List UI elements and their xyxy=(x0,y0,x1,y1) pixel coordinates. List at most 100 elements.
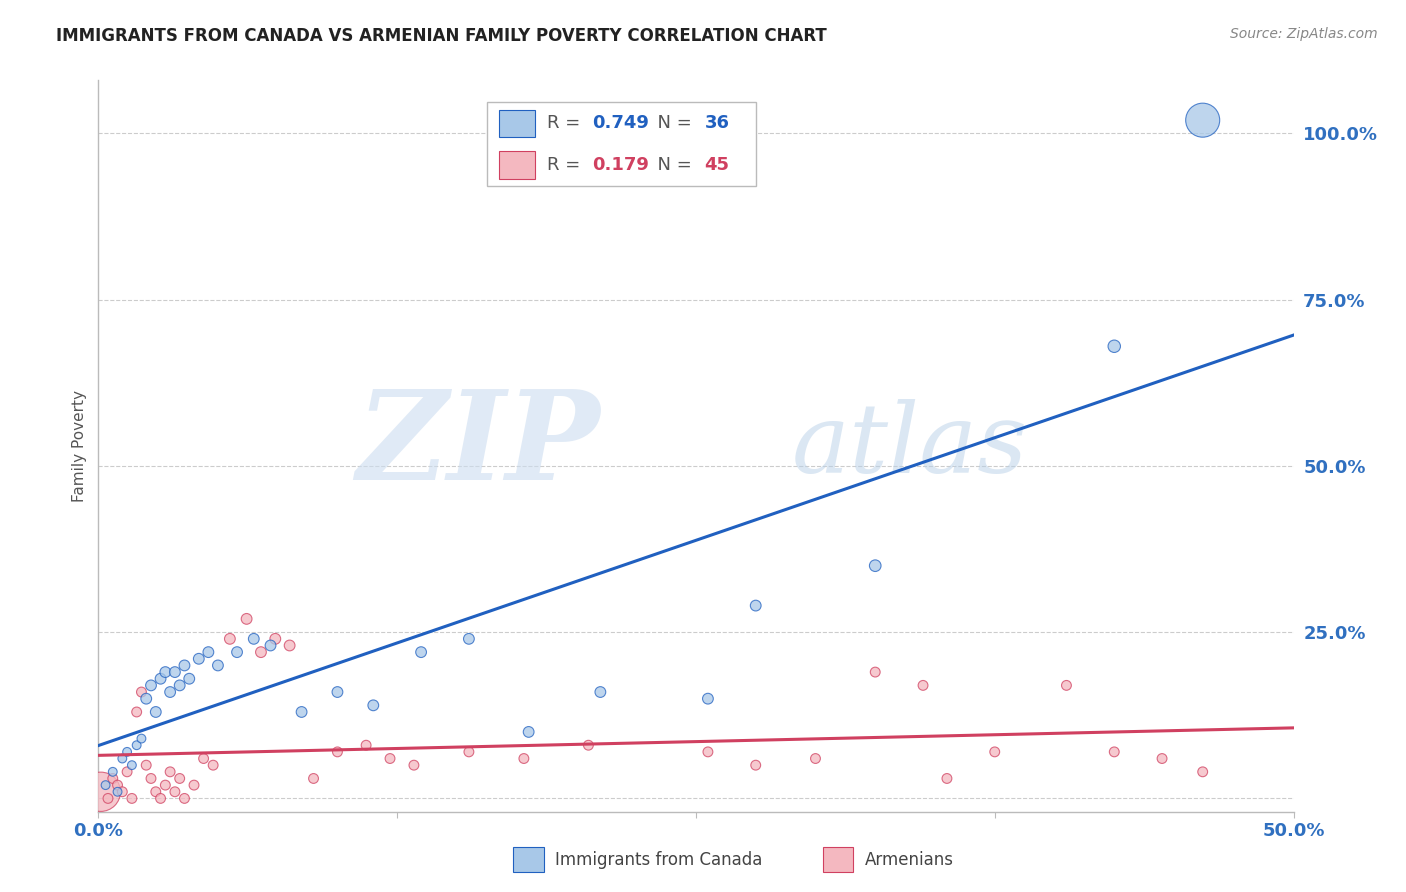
Point xyxy=(354,738,377,752)
Point xyxy=(135,758,157,772)
Point xyxy=(173,658,195,673)
Text: N =: N = xyxy=(645,156,697,174)
Text: R =: R = xyxy=(547,156,585,174)
Point xyxy=(411,645,433,659)
Point xyxy=(115,745,138,759)
Point xyxy=(131,731,153,746)
FancyBboxPatch shape xyxy=(823,847,853,872)
Point xyxy=(107,785,129,799)
Text: atlas: atlas xyxy=(792,399,1028,493)
Point xyxy=(326,745,349,759)
Point xyxy=(193,751,215,765)
Point xyxy=(90,785,112,799)
Point xyxy=(179,672,201,686)
Point xyxy=(458,745,481,759)
Point xyxy=(984,745,1007,759)
Point xyxy=(187,652,209,666)
Point xyxy=(94,778,117,792)
Point xyxy=(173,791,195,805)
Y-axis label: Family Poverty: Family Poverty xyxy=(72,390,87,502)
Point xyxy=(169,678,191,692)
FancyBboxPatch shape xyxy=(499,152,534,179)
Point xyxy=(235,612,257,626)
FancyBboxPatch shape xyxy=(486,103,756,186)
Point xyxy=(121,791,143,805)
Point xyxy=(1104,339,1126,353)
Point xyxy=(125,705,148,719)
Point xyxy=(1191,764,1213,779)
Point xyxy=(115,764,138,779)
Point xyxy=(139,678,162,692)
Point xyxy=(936,772,959,786)
Point xyxy=(159,764,181,779)
Point xyxy=(101,772,124,786)
Text: Armenians: Armenians xyxy=(865,851,953,869)
Point xyxy=(278,639,301,653)
Point xyxy=(402,758,425,772)
Point xyxy=(578,738,600,752)
Point xyxy=(163,665,186,679)
Point xyxy=(111,785,134,799)
Point xyxy=(911,678,934,692)
Point xyxy=(243,632,266,646)
Point xyxy=(149,791,172,805)
Point xyxy=(169,772,191,786)
Point xyxy=(513,751,536,765)
Point xyxy=(302,772,325,786)
Point xyxy=(697,745,720,759)
Point xyxy=(589,685,612,699)
Point xyxy=(363,698,385,713)
Point xyxy=(219,632,242,646)
Text: Immigrants from Canada: Immigrants from Canada xyxy=(555,851,762,869)
Point xyxy=(183,778,205,792)
Point xyxy=(745,599,768,613)
Text: R =: R = xyxy=(547,114,585,132)
Point xyxy=(207,658,229,673)
Point xyxy=(1104,745,1126,759)
Point xyxy=(745,758,768,772)
Point xyxy=(139,772,162,786)
Point xyxy=(155,778,177,792)
Point xyxy=(517,725,540,739)
Text: ZIP: ZIP xyxy=(357,385,600,507)
Text: IMMIGRANTS FROM CANADA VS ARMENIAN FAMILY POVERTY CORRELATION CHART: IMMIGRANTS FROM CANADA VS ARMENIAN FAMIL… xyxy=(56,27,827,45)
Text: Source: ZipAtlas.com: Source: ZipAtlas.com xyxy=(1230,27,1378,41)
Point xyxy=(264,632,287,646)
Point xyxy=(378,751,401,765)
Point xyxy=(697,691,720,706)
Point xyxy=(155,665,177,679)
Text: 0.749: 0.749 xyxy=(592,114,650,132)
Point xyxy=(97,791,120,805)
Text: 0.179: 0.179 xyxy=(592,156,650,174)
Point xyxy=(291,705,314,719)
Point xyxy=(1056,678,1078,692)
Point xyxy=(145,785,167,799)
Point xyxy=(259,639,281,653)
Text: 45: 45 xyxy=(704,156,730,174)
Point xyxy=(804,751,827,765)
Point xyxy=(163,785,186,799)
Point xyxy=(159,685,181,699)
Point xyxy=(149,672,172,686)
Text: N =: N = xyxy=(645,114,697,132)
Point xyxy=(202,758,225,772)
Point xyxy=(107,778,129,792)
FancyBboxPatch shape xyxy=(499,110,534,137)
Point xyxy=(250,645,273,659)
Point xyxy=(326,685,349,699)
Point xyxy=(865,558,887,573)
Point xyxy=(1191,113,1213,128)
Point xyxy=(226,645,249,659)
Point xyxy=(865,665,887,679)
Point xyxy=(135,691,157,706)
Point xyxy=(111,751,134,765)
Text: 36: 36 xyxy=(704,114,730,132)
Point xyxy=(121,758,143,772)
Point xyxy=(197,645,219,659)
Point xyxy=(458,632,481,646)
FancyBboxPatch shape xyxy=(513,847,544,872)
Point xyxy=(125,738,148,752)
Point xyxy=(145,705,167,719)
Point xyxy=(1152,751,1174,765)
Point xyxy=(101,764,124,779)
